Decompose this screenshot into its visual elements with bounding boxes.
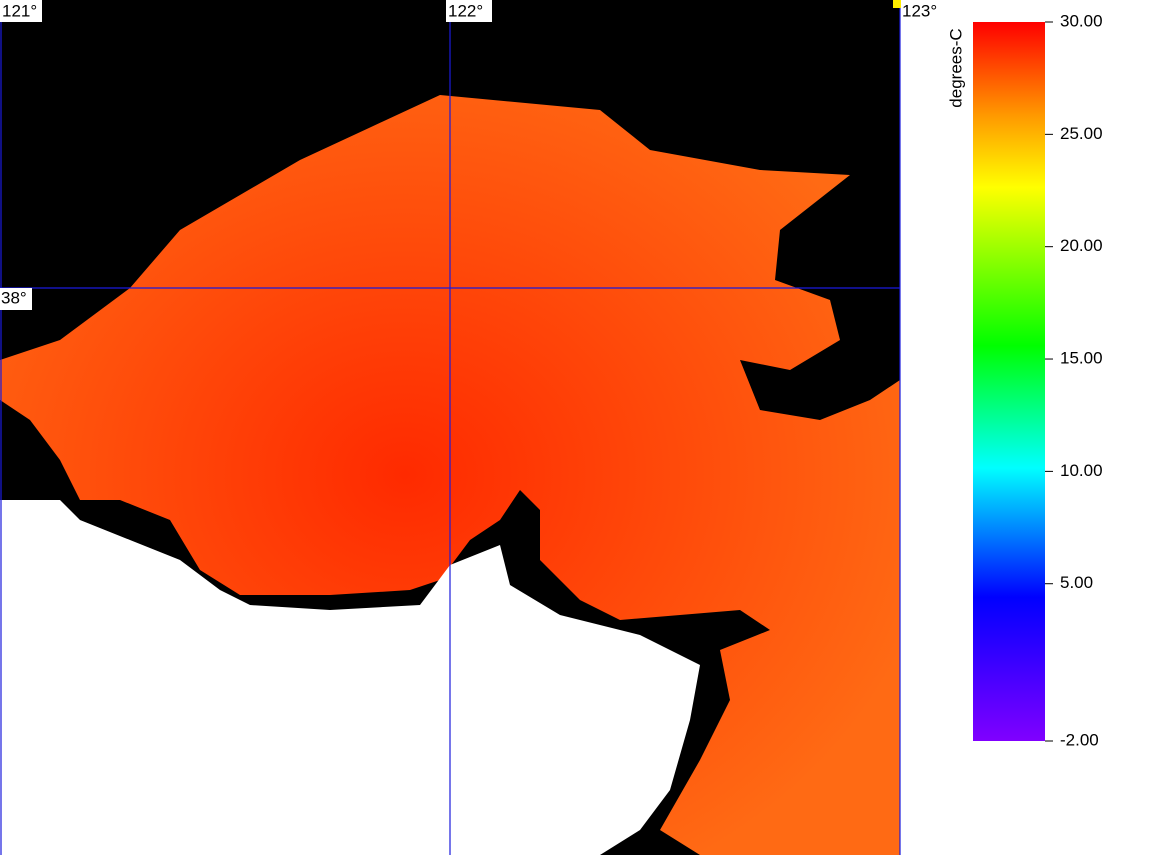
longitude-label: 123° <box>902 1 937 20</box>
label-box <box>901 0 947 22</box>
colorbar: degrees-C 30.00 25.00 20.00 15.00 10.00 5.00 -… <box>946 11 1102 749</box>
colorbar-tick-label: -2.00 <box>1060 730 1099 749</box>
marker <box>893 0 901 8</box>
colorbar-scale <box>973 22 1045 741</box>
colorbar-tick-label: 15.00 <box>1060 349 1103 368</box>
longitude-label: 122° <box>448 1 483 20</box>
label-box <box>0 288 32 310</box>
colorbar-label: degrees-C <box>946 28 965 107</box>
map-area: 121° 122° 123° 38° <box>0 0 947 855</box>
longitude-label: 121° <box>2 1 37 20</box>
label-box <box>446 0 492 22</box>
graticule <box>0 0 901 855</box>
colorbar-tick-label: 30.00 <box>1060 11 1103 30</box>
label-box <box>0 0 42 22</box>
land <box>0 500 700 855</box>
colorbar-tick-label: 5.00 <box>1060 573 1093 592</box>
colorbar-tick-label: 25.00 <box>1060 124 1103 143</box>
latitude-label: 38° <box>1 288 27 307</box>
colorbar-tick-label: 20.00 <box>1060 236 1103 255</box>
colorbar-tick-label: 10.00 <box>1060 461 1103 480</box>
